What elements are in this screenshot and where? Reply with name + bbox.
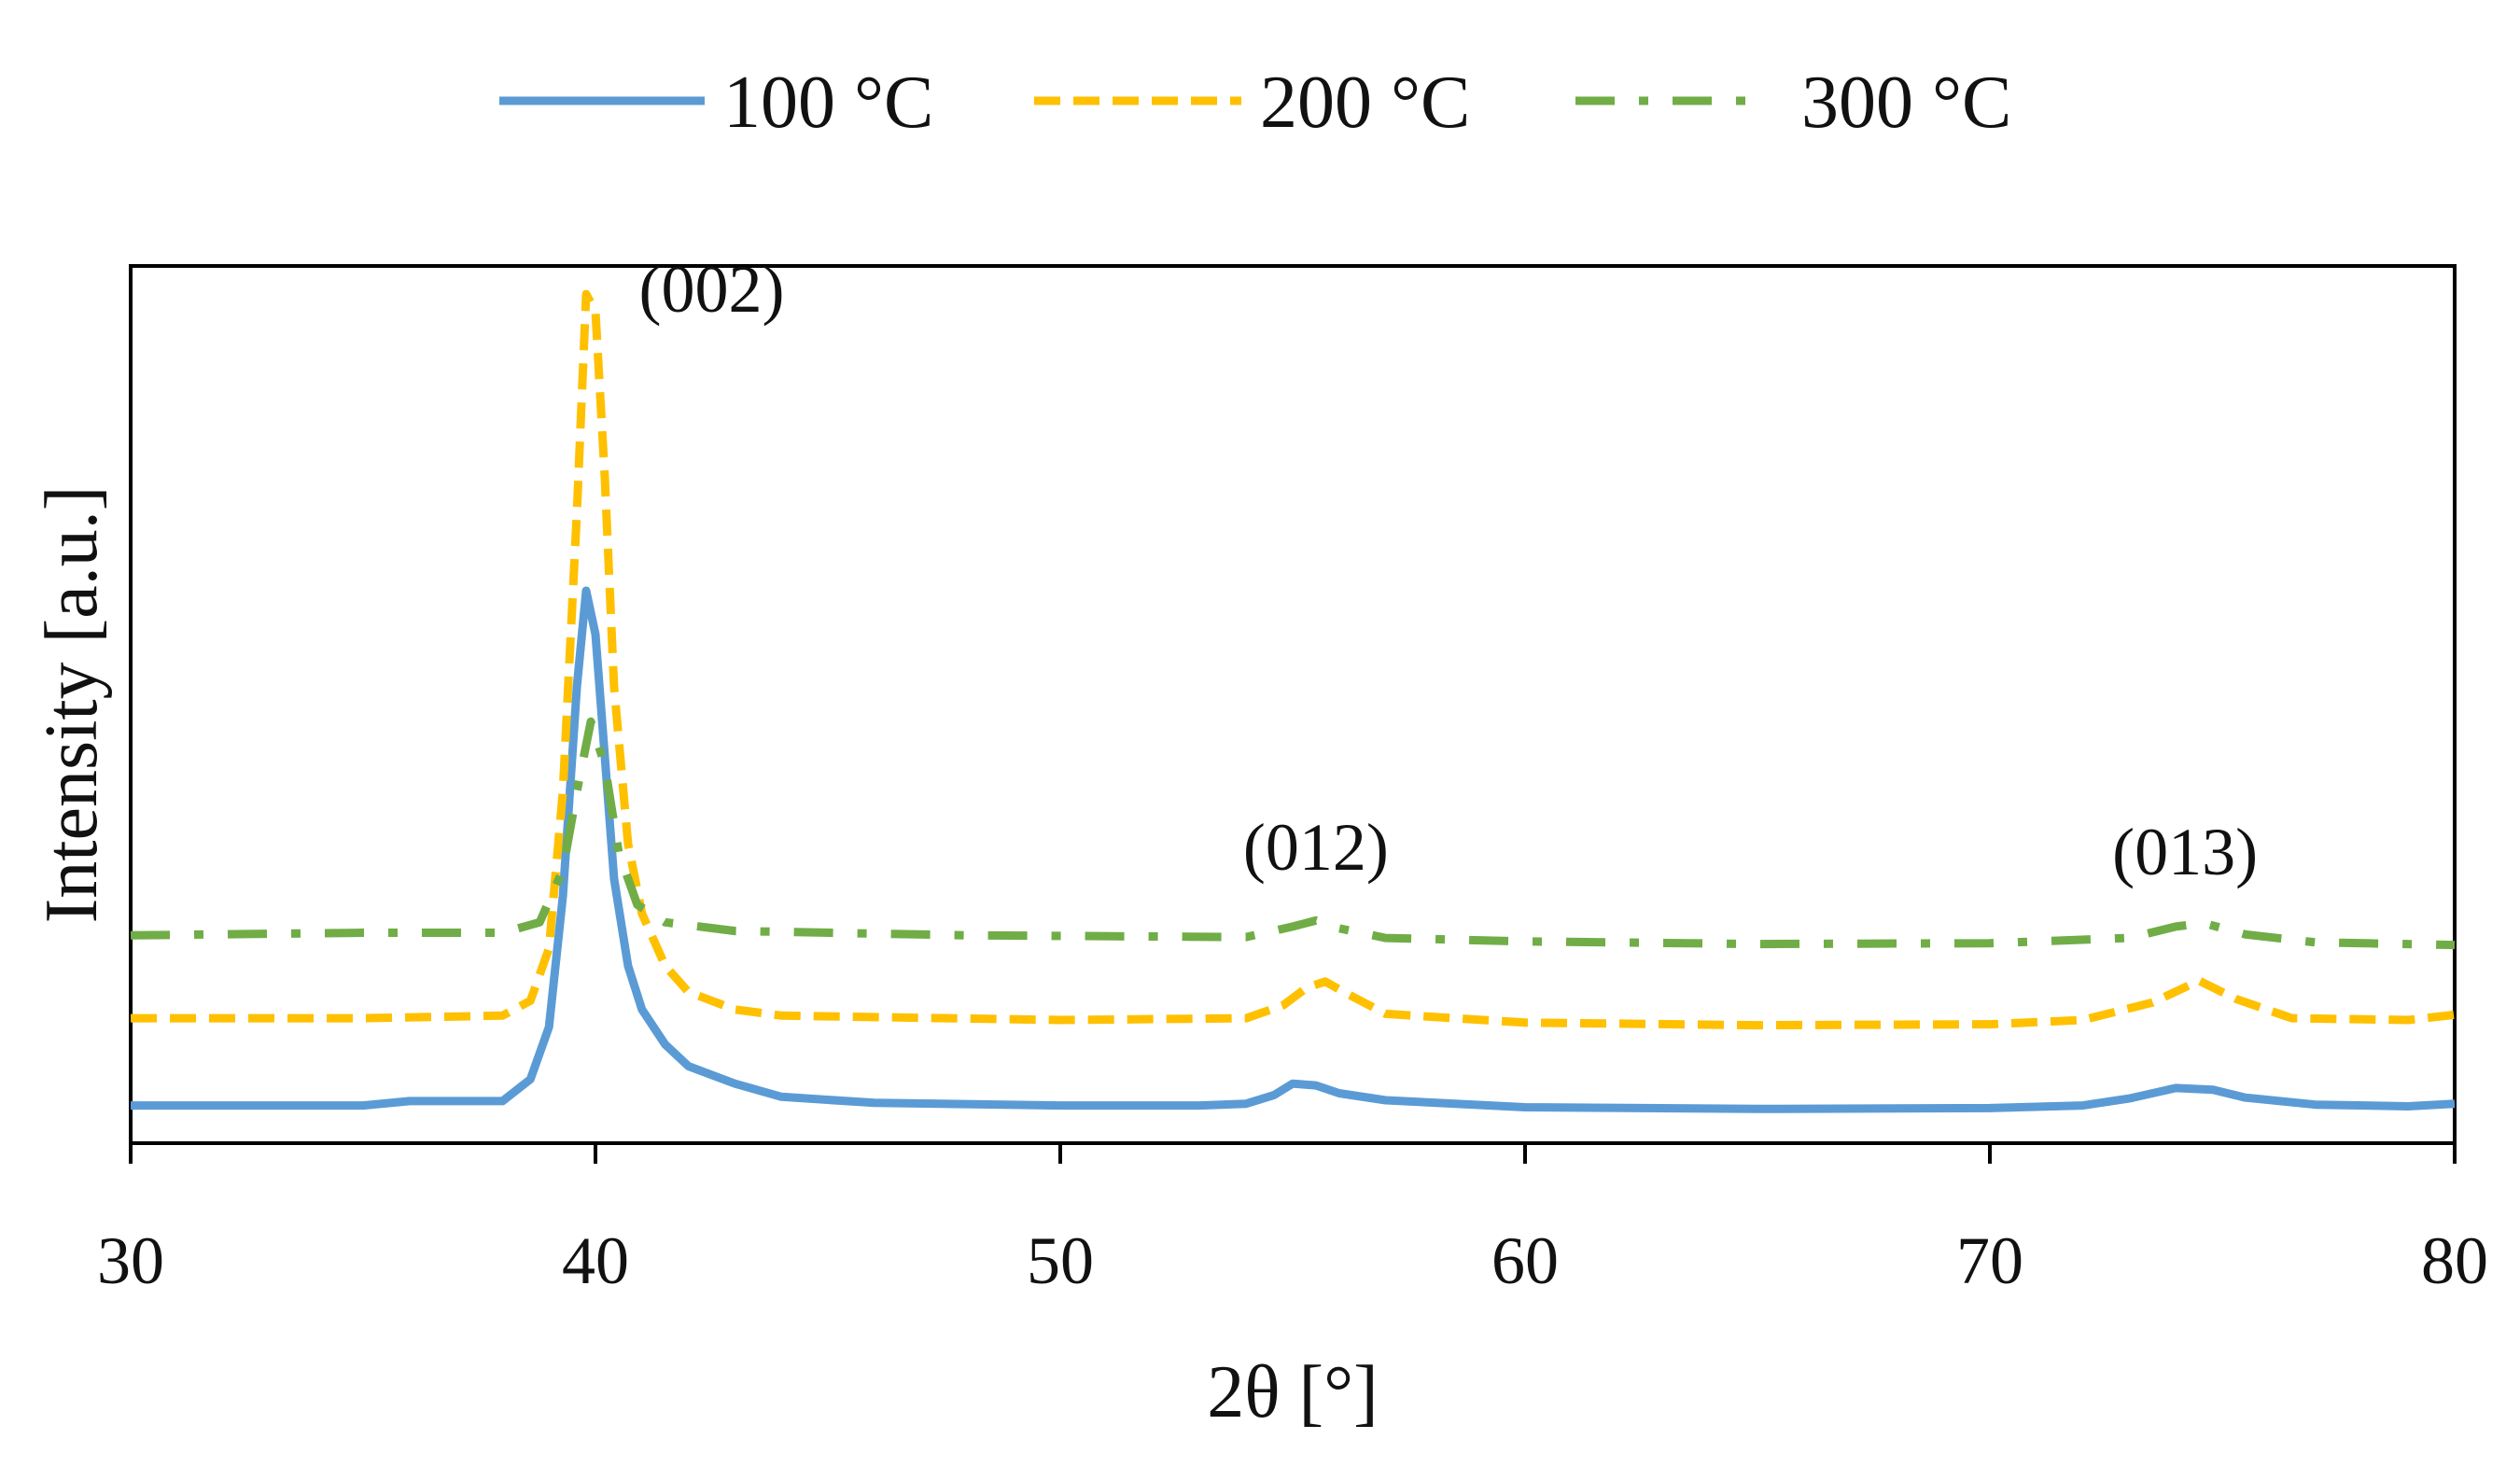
peak-label: (012) — [1243, 810, 1389, 885]
annotation-layer: (002) (012) (013) — [639, 252, 2259, 889]
series-line-300-c — [130, 717, 2456, 950]
x-axis: 30 40 50 60 70 80 — [97, 1143, 2488, 1298]
peak-label: (002) — [639, 252, 785, 327]
legend-label: 100 °C — [723, 62, 933, 144]
peak-label: (013) — [2112, 815, 2258, 889]
x-axis-title: 2θ [°] — [1207, 1351, 1379, 1433]
x-tick-label: 40 — [562, 1223, 629, 1298]
plot-area-frame — [129, 264, 2457, 1145]
x-tick-label: 30 — [97, 1223, 164, 1298]
legend-label: 200 °C — [1260, 62, 1470, 144]
series-line-100-c — [131, 586, 2456, 1113]
legend-label: 300 °C — [1801, 62, 2011, 144]
legend: 100 °C 200 °C 300 °C — [499, 62, 2011, 144]
series-layer — [130, 289, 2456, 1113]
y-axis-title: Intensity [a.u.] — [31, 486, 113, 924]
x-tick-label: 80 — [2421, 1223, 2488, 1298]
legend-item: 200 °C — [1034, 62, 1470, 144]
x-tick-label: 60 — [1491, 1223, 1559, 1298]
legend-item: 300 °C — [1575, 62, 2011, 144]
legend-item: 100 °C — [499, 62, 933, 144]
x-tick-label: 50 — [1027, 1223, 1094, 1298]
x-tick-label: 70 — [1956, 1223, 2023, 1298]
series-line-200-c — [131, 289, 2456, 1030]
